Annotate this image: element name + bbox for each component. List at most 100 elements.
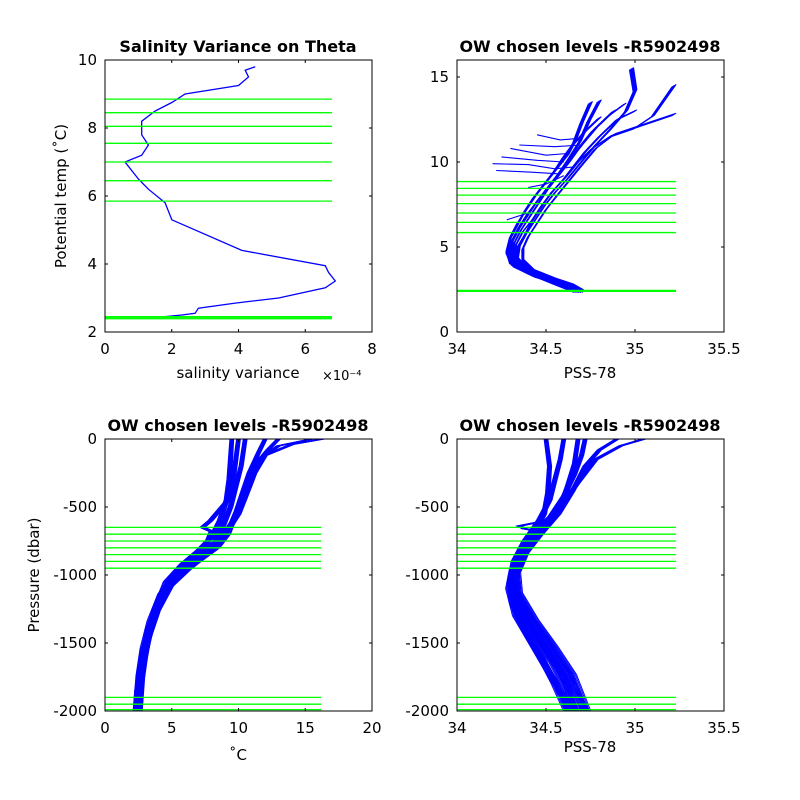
y-tick-label: -1500 xyxy=(53,634,97,652)
x-tick-label: 0 xyxy=(100,719,110,737)
x-tick-label: 35.5 xyxy=(707,719,740,737)
profile-line xyxy=(517,68,637,291)
profile-line xyxy=(516,68,636,291)
x-tick-label: 34.5 xyxy=(529,340,562,358)
y-tick-label: 10 xyxy=(78,51,97,69)
profile-line xyxy=(514,439,643,711)
y-tick-label: -1000 xyxy=(53,566,97,584)
x-tick-label: 2 xyxy=(167,340,177,358)
y-tick-label: 2 xyxy=(87,323,97,341)
x-tick-label: 34 xyxy=(447,340,466,358)
profile-line xyxy=(512,86,674,293)
variance-curve xyxy=(123,66,337,318)
profile-line xyxy=(134,439,311,711)
intrusion-line xyxy=(496,169,561,175)
intrusion-line xyxy=(519,144,582,148)
panel-salinity-variance: Salinity Variance on Theta salinity vari… xyxy=(52,37,377,384)
intrusion-line xyxy=(536,134,582,141)
x-tick-label: 0 xyxy=(100,340,110,358)
profile-line xyxy=(137,439,313,711)
profile-line xyxy=(136,439,239,711)
x-axis-label: PSS-78 xyxy=(564,738,617,756)
intrusion-line xyxy=(510,147,568,156)
profile-line xyxy=(134,439,264,711)
profile-line xyxy=(516,69,635,292)
x-axis-exponent: ×10⁻⁴ xyxy=(322,369,362,384)
profile-line xyxy=(137,439,280,711)
y-tick-label: -2000 xyxy=(53,702,97,720)
profile-line xyxy=(513,439,643,711)
profile-line xyxy=(137,439,240,711)
profile-line xyxy=(136,439,312,711)
y-tick-label: 0 xyxy=(87,430,97,448)
intrusion-line xyxy=(501,156,564,163)
profile-line xyxy=(505,439,566,711)
profile-line xyxy=(516,69,634,293)
panel-theta-salinity: OW chosen levels -R5902498 PSS-78 34 34.5… xyxy=(430,37,741,382)
profile-line xyxy=(517,67,637,290)
data-lines xyxy=(457,67,677,293)
profile-line xyxy=(135,439,311,711)
y-tick-label: 15 xyxy=(430,68,449,86)
plot-area: 0 5 10 15 20 -2000 -1500 -1000 -500 0 xyxy=(53,430,381,737)
plot-area: 34 34.5 35 35.5 0 5 10 15 xyxy=(430,59,741,358)
profile-line xyxy=(136,439,240,711)
panel-title: Salinity Variance on Theta xyxy=(119,37,356,56)
plot-area: 34 34.5 35 35.5 -2000 -1500 -1000 -500 0 xyxy=(405,430,740,737)
x-tick-label: 4 xyxy=(234,340,244,358)
x-tick-label: 35 xyxy=(625,340,644,358)
profile-line xyxy=(140,439,241,711)
profile-line xyxy=(139,439,313,711)
x-tick-label: 20 xyxy=(362,719,381,737)
y-tick-label: 0 xyxy=(439,323,449,341)
axes-box xyxy=(104,59,373,333)
y-tick-label: 4 xyxy=(87,255,97,273)
y-tick-label: 8 xyxy=(87,119,97,137)
profile-line xyxy=(139,439,234,711)
x-tick-label: 34 xyxy=(447,719,466,737)
x-tick-label: 15 xyxy=(296,719,315,737)
intrusion-line xyxy=(506,212,529,221)
profile-line xyxy=(508,439,577,711)
profile-line xyxy=(516,439,645,711)
axes-box xyxy=(456,59,725,333)
x-tick-label: 35.5 xyxy=(707,340,740,358)
profile-line xyxy=(134,439,277,711)
x-tick-label: 6 xyxy=(300,340,310,358)
profile-line xyxy=(140,439,281,711)
y-tick-label: -2000 xyxy=(405,702,449,720)
profile-line xyxy=(507,439,569,711)
panel-title: OW chosen levels -R5902498 xyxy=(459,416,720,435)
profile-line xyxy=(517,439,645,711)
panel-title: OW chosen levels -R5902498 xyxy=(107,416,368,435)
y-axis-label: Pressure (dbar) xyxy=(25,518,43,633)
x-tick-label: 10 xyxy=(229,719,248,737)
y-tick-label: -1000 xyxy=(405,566,449,584)
profile-line xyxy=(515,439,644,711)
x-axis-label: PSS-78 xyxy=(564,364,617,382)
profile-line xyxy=(135,439,239,711)
profile-line xyxy=(140,439,235,711)
profile-line xyxy=(141,439,281,711)
y-axis-label: Potential temp (˚C) xyxy=(52,124,70,268)
intrusion-line xyxy=(528,175,565,189)
y-tick-label: 5 xyxy=(439,238,449,256)
panel-temperature-pressure: OW chosen levels -R5902498 ˚C Pressure (… xyxy=(25,416,382,764)
profile-line xyxy=(132,439,238,711)
profile-line xyxy=(137,439,279,711)
x-axis-label: ˚C xyxy=(229,746,247,764)
intrusion-line xyxy=(492,163,573,170)
profile-line xyxy=(509,439,578,711)
y-tick-label: -500 xyxy=(415,498,449,516)
profile-line xyxy=(506,439,568,711)
profile-line xyxy=(516,68,636,291)
panel-title: OW chosen levels -R5902498 xyxy=(459,37,720,56)
profile-line xyxy=(516,68,635,292)
panel-salinity-pressure: OW chosen levels -R5902498 PSS-78 34 34.5… xyxy=(405,416,740,756)
profile-line xyxy=(520,439,646,711)
x-axis-label: salinity variance xyxy=(176,364,299,382)
profile-line xyxy=(523,112,677,291)
data-lines xyxy=(457,439,676,711)
